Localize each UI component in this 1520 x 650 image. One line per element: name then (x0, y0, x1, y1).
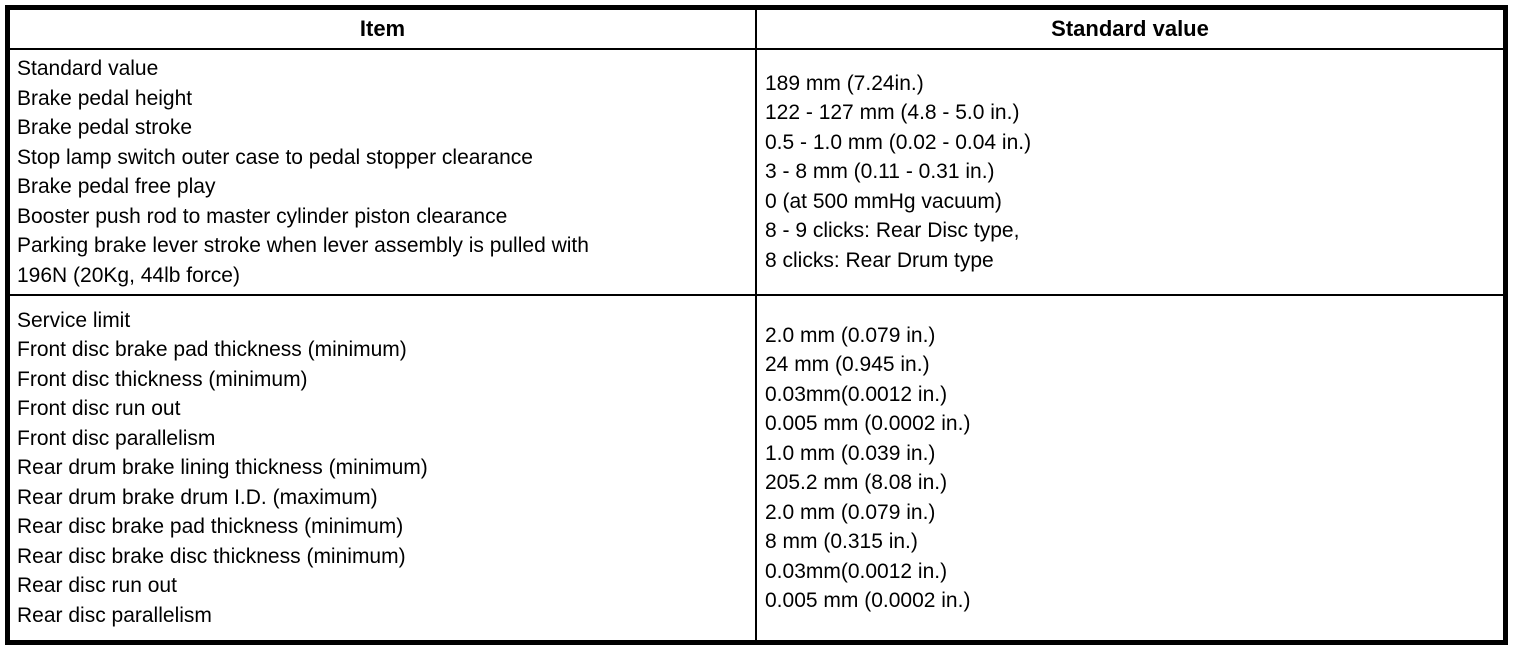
table-cell-line: Rear drum brake lining thickness (minimu… (17, 456, 428, 480)
table-cell-line: 8 - 9 clicks: Rear Disc type, (765, 219, 1020, 243)
table-cell-line: 2.0 mm (0.079 in.) (765, 323, 936, 347)
brake-specifications-table: Item Standard value Standard value Brake … (5, 5, 1508, 645)
table-cell-line: 205.2 mm (8.08 in.) (765, 471, 948, 494)
table-cell-line: 0.005 mm (0.0002 in.) (765, 589, 971, 612)
table-cell-line: Front disc parallelism (17, 426, 216, 450)
table-cell-line: 0.03mm(0.0012 in.) (765, 382, 948, 406)
table-cell-line: 8 clicks: Rear Drum type (765, 248, 994, 272)
table-cell-line: Parking brake lever stroke when lever as… (17, 234, 589, 257)
table-cell-line: Rear disc brake disc thickness (minimum) (17, 544, 406, 568)
table-cell-line: 189 mm (7.24in.) (765, 71, 924, 95)
table-cell-line: 196N (20Kg, 44lb force) (17, 263, 240, 287)
table-cell-line: 24 mm (0.945 in.) (765, 353, 930, 376)
table-cell-line: Rear disc run out (17, 574, 177, 598)
table-cell-line: Rear disc parallelism (17, 603, 212, 627)
table-cell-line: 0 (at 500 mmHg vacuum) (765, 189, 1002, 213)
table-cell-line: Standard value (17, 57, 159, 80)
table-cell-line: Front disc thickness (minimum) (17, 367, 308, 391)
table-cell-line: Service limit (17, 308, 131, 332)
table-cell-line: 122 - 127 mm (4.8 - 5.0 in.) (765, 101, 1020, 125)
table-cell-line: 0.005 mm (0.0002 in.) (765, 412, 971, 435)
table-cell-line: 2.0 mm (0.079 in.) (765, 500, 936, 524)
table-cell-line: Rear disc brake pad thickness (minimum) (17, 515, 404, 539)
table-cell-line: Booster push rod to master cylinder pist… (17, 204, 508, 228)
table-cell-line: 3 - 8 mm (0.11 - 0.31 in.) (765, 160, 995, 184)
table-cell-line: 0.5 - 1.0 mm (0.02 - 0.04 in.) (765, 130, 1032, 154)
table-cell-line: Stop lamp switch outer case to pedal sto… (17, 145, 533, 169)
table-cell-line: Front disc brake pad thickness (minimum) (17, 338, 407, 362)
service-limit-item-cell: Service limit Front disc brake pad thickn… (10, 296, 757, 640)
table-cell-line: 0.03mm(0.0012 in.) (765, 559, 948, 583)
table-cell-line: Brake pedal height (17, 86, 193, 110)
service-limit-value-cell: 2.0 mm (0.079 in.) 24 mm (0.945 in.) 0.03m… (757, 296, 1503, 640)
table-cell-line: Brake pedal free play (17, 175, 216, 198)
column-header-standard-value: Standard value (757, 10, 1503, 50)
column-header-item: Item (10, 10, 757, 50)
table-cell-line: 1.0 mm (0.039 in.) (765, 441, 936, 465)
standard-value-value-cell: 189 mm (7.24in.) 122 - 127 mm (4.8 - 5.0 … (757, 50, 1503, 296)
table-cell-line: Brake pedal stroke (17, 116, 193, 139)
table-cell-line: Front disc run out (17, 397, 181, 421)
table-cell-line: 8 mm (0.315 in.) (765, 530, 918, 553)
table-cell-line: Rear drum brake drum I.D. (maximum) (17, 485, 378, 509)
standard-value-item-cell: Standard value Brake pedal height Brake pe… (10, 50, 757, 296)
